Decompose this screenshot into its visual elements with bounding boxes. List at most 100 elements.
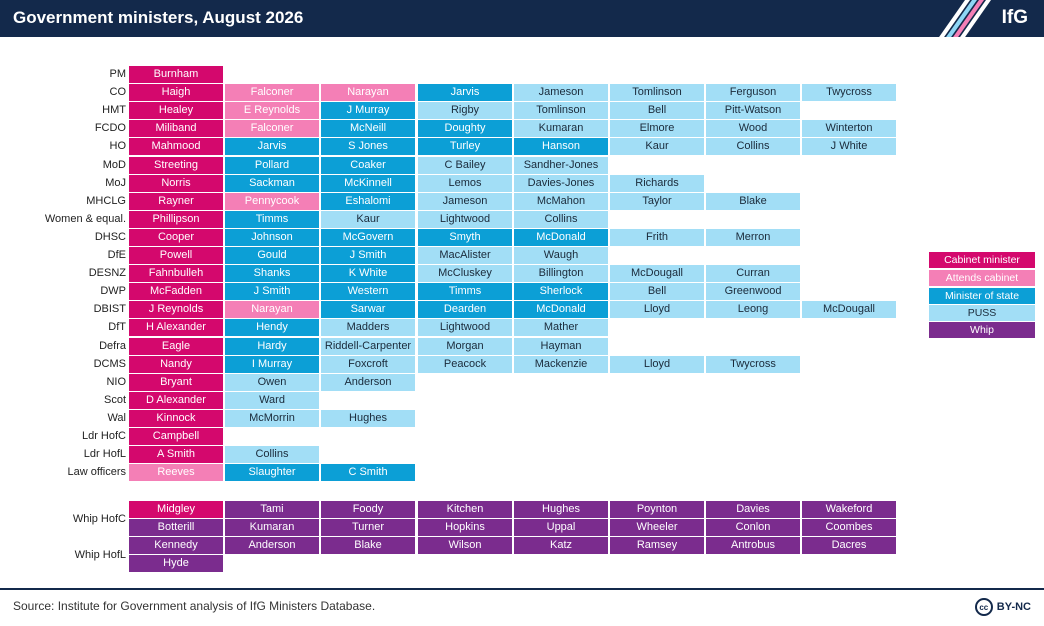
minister-cell: Taylor	[610, 193, 704, 210]
minister-cell: Collins	[225, 446, 319, 463]
minister-cell: Pollard	[225, 157, 319, 174]
minister-cell: Gould	[225, 247, 319, 264]
minister-cell: Madders	[321, 319, 415, 336]
department-label: HO	[109, 140, 127, 152]
minister-cell: Greenwood	[706, 283, 800, 300]
minister-cell: Billington	[514, 265, 608, 282]
minister-cell: J White	[802, 138, 896, 155]
minister-cell: McFadden	[129, 283, 223, 300]
minister-cell: McNeill	[321, 120, 415, 137]
minister-cell: J Smith	[321, 247, 415, 264]
minister-cell: E Reynolds	[225, 102, 319, 119]
minister-cell: Twycross	[706, 356, 800, 373]
department-label: DWP	[100, 285, 126, 297]
minister-cell: A Smith	[129, 446, 223, 463]
minister-cell: J Reynolds	[129, 301, 223, 318]
minister-cell: McDonald	[514, 301, 608, 318]
minister-cell: Turley	[418, 138, 512, 155]
minister-cell: Slaughter	[225, 464, 319, 481]
minister-cell: Healey	[129, 102, 223, 119]
minister-cell: Dearden	[418, 301, 512, 318]
ifg-logo: IfG	[1001, 7, 1028, 28]
minister-cell: Bell	[610, 102, 704, 119]
minister-cell: Katz	[514, 537, 608, 554]
department-label: MHCLG	[86, 195, 126, 207]
minister-cell: Mather	[514, 319, 608, 336]
minister-cell: Hardy	[225, 338, 319, 355]
minister-cell: Hendy	[225, 319, 319, 336]
minister-cell: Fahnbulleh	[129, 265, 223, 282]
minister-cell: Timms	[418, 283, 512, 300]
minister-cell: Conlon	[706, 519, 800, 536]
minister-cell: D Alexander	[129, 392, 223, 409]
department-label: DBIST	[93, 303, 126, 315]
department-label: DCMS	[93, 358, 126, 370]
minister-cell: Antrobus	[706, 537, 800, 554]
minister-cell: Smyth	[418, 229, 512, 246]
minister-cell: Burnham	[129, 66, 223, 83]
minister-cell: Eshalomi	[321, 193, 415, 210]
minister-cell: Anderson	[225, 537, 319, 554]
legend-item: Attends cabinet	[929, 270, 1035, 286]
minister-cell: Sandher-Jones	[514, 157, 608, 174]
minister-cell: McCluskey	[418, 265, 512, 282]
department-label: DfT	[108, 321, 126, 333]
minister-cell: Poynton	[610, 501, 704, 518]
minister-cell: McMorrin	[225, 410, 319, 427]
department-label: FCDO	[94, 122, 126, 134]
department-label: DESNZ	[88, 267, 126, 279]
minister-cell: Peacock	[418, 356, 512, 373]
minister-cell: Kinnock	[129, 410, 223, 427]
minister-cell: Collins	[706, 138, 800, 155]
minister-cell: Collins	[514, 211, 608, 228]
minister-cell: Morgan	[418, 338, 512, 355]
minister-cell: Uppal	[514, 519, 608, 536]
legend-item: Cabinet minister	[929, 252, 1035, 268]
minister-cell: Anderson	[321, 374, 415, 391]
minister-cell: Sackman	[225, 175, 319, 192]
minister-cell: Shanks	[225, 265, 319, 282]
minister-cell: J Murray	[321, 102, 415, 119]
minister-cell: Miliband	[129, 120, 223, 137]
minister-cell: C Smith	[321, 464, 415, 481]
department-label: PM	[109, 68, 127, 80]
minister-cell: Jameson	[514, 84, 608, 101]
minister-cell: Winterton	[802, 120, 896, 137]
minister-cell: Lloyd	[610, 301, 704, 318]
minister-cell: Tomlinson	[610, 84, 704, 101]
minister-cell: Waugh	[514, 247, 608, 264]
minister-cell: Mahmood	[129, 138, 223, 155]
minister-cell: Norris	[129, 175, 223, 192]
minister-cell: Kumaran	[514, 120, 608, 137]
minister-cell: Sherlock	[514, 283, 608, 300]
minister-cell: Dacres	[802, 537, 896, 554]
minister-cell: Blake	[321, 537, 415, 554]
minister-cell: Ramsey	[610, 537, 704, 554]
minister-cell: Pennycook	[225, 193, 319, 210]
minister-cell: Sarwar	[321, 301, 415, 318]
minister-cell: Mackenzie	[514, 356, 608, 373]
minister-cell: Hyde	[129, 555, 223, 572]
minister-cell: Ferguson	[706, 84, 800, 101]
minister-cell: Falconer	[225, 84, 319, 101]
minister-cell: Merron	[706, 229, 800, 246]
minister-cell: Botterill	[129, 519, 223, 536]
minister-cell: Lightwood	[418, 211, 512, 228]
header-bar: Government ministers, August 2026 IfG	[0, 0, 1044, 37]
minister-cell: Tomlinson	[514, 102, 608, 119]
minister-cell: I Murray	[225, 356, 319, 373]
minister-cell: Curran	[706, 265, 800, 282]
minister-cell: Wilson	[418, 537, 512, 554]
minister-cell: C Bailey	[418, 157, 512, 174]
minister-cell: S Jones	[321, 138, 415, 155]
minister-cell: Narayan	[321, 84, 415, 101]
minister-cell: Lemos	[418, 175, 512, 192]
minister-cell: Wood	[706, 120, 800, 137]
footer-divider	[0, 588, 1044, 590]
minister-cell: Hayman	[514, 338, 608, 355]
minister-cell: Powell	[129, 247, 223, 264]
minister-cell: Jameson	[418, 193, 512, 210]
department-label: Whip HofL	[74, 549, 126, 561]
minister-cell: Campbell	[129, 428, 223, 445]
minister-cell: Hanson	[514, 138, 608, 155]
